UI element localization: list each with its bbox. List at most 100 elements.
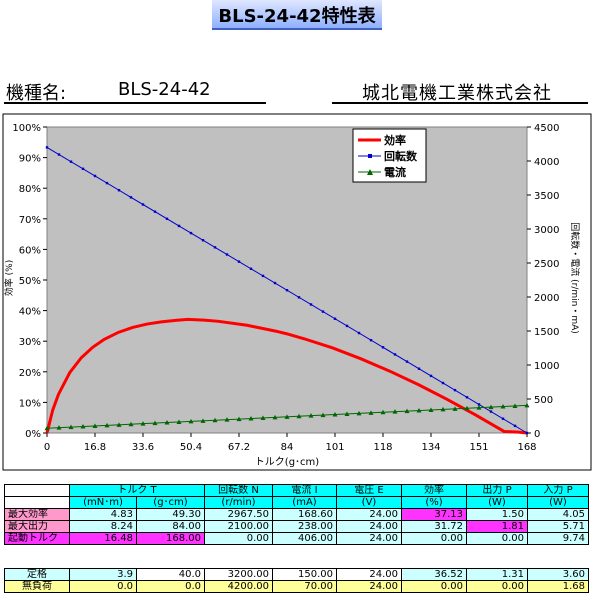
current-marker — [188, 418, 194, 424]
row-label-max-efficiency: 最大効率 — [4, 508, 70, 521]
speed-marker — [345, 324, 349, 328]
page-title-box: BLS-24-42特性表 — [0, 0, 594, 30]
unit-blank — [4, 496, 70, 509]
header-voltage: 電圧 E — [336, 484, 402, 497]
current-marker — [500, 404, 506, 409]
table-cell: 0.00 — [466, 580, 528, 593]
table-cell: 4200.00 — [204, 580, 273, 593]
current-marker — [512, 403, 518, 408]
table-unit-row: (mN･m) (g･cm) (r/min) (mA) (V) (%) (W) (… — [4, 496, 589, 509]
speed-marker — [429, 374, 433, 378]
plot-area — [46, 126, 528, 434]
speed-marker — [81, 167, 85, 171]
company-underline — [332, 102, 588, 104]
unit-cell: (%) — [401, 496, 467, 509]
table-cell: 24.00 — [336, 532, 402, 545]
table-cell: 5.71 — [527, 520, 589, 533]
table-cell: 31.72 — [401, 520, 467, 533]
current-marker — [464, 405, 470, 411]
current-marker — [440, 406, 446, 412]
y-right-axis-title: 回転数・電流 (r/min・mA) — [569, 222, 581, 334]
current-marker — [80, 424, 86, 429]
table-cell: 40.0 — [136, 568, 205, 581]
y-left-tick-label: 10% — [19, 398, 41, 409]
table-cell: 0.00 — [466, 532, 528, 545]
unit-cell: (r/min) — [204, 496, 273, 509]
y-left-tick-label: 100% — [12, 123, 41, 134]
speed-marker — [249, 267, 253, 270]
y-right-tick-label: 500 — [534, 395, 553, 406]
speed-marker — [453, 388, 457, 392]
speed-marker — [129, 196, 133, 199]
y-right-tick-label: 2500 — [534, 259, 559, 270]
table-cell: 1.31 — [466, 568, 528, 581]
y-left-tick-label: 90% — [19, 154, 41, 165]
table-cell: 9.74 — [527, 532, 589, 545]
table-cell: 0.00 — [401, 580, 467, 593]
x-tick-label: 84 — [281, 442, 294, 453]
current-marker — [56, 425, 62, 430]
speed-marker — [141, 203, 145, 206]
speed-marker — [513, 424, 517, 428]
header-torque: トルク T — [69, 484, 205, 497]
highlight-cell: 16.48 — [69, 532, 137, 545]
table-cell: 84.00 — [136, 520, 205, 533]
current-marker — [164, 420, 170, 425]
speed-marker — [273, 281, 277, 285]
y-right-tick-label: 4500 — [534, 123, 559, 134]
y-right-tick-label: 4000 — [534, 157, 559, 168]
x-axis-title: トルク(g･cm) — [255, 456, 319, 468]
row-label-max-output: 最大出力 — [4, 520, 70, 533]
current-marker — [428, 407, 434, 412]
current-marker — [488, 404, 494, 410]
current-marker — [116, 422, 122, 427]
unit-cell: (W) — [527, 496, 589, 509]
legend-label: 回転数 — [384, 149, 418, 163]
table-row: 最大出力 8.24 84.00 2100.00 238.00 24.00 31.… — [4, 520, 589, 533]
speed-marker — [393, 353, 397, 356]
speed-marker — [165, 217, 169, 220]
speed-marker — [309, 303, 313, 306]
company-name: 城北電機工業株式会社 — [362, 83, 552, 104]
y-left-tick-label: 60% — [19, 245, 41, 256]
x-tick-label: 67.2 — [228, 442, 250, 453]
row-label-rated: 定格 — [4, 568, 70, 581]
model-underline — [4, 102, 266, 104]
speed-marker — [117, 189, 121, 192]
header-current: 電流 I — [272, 484, 337, 497]
current-marker — [308, 413, 314, 418]
speed-marker — [213, 246, 217, 249]
x-tick-label: 33.6 — [132, 442, 154, 453]
current-marker — [176, 419, 182, 424]
speed-marker — [201, 239, 205, 242]
highlight-cell: 37.13 — [401, 508, 467, 521]
y-left-tick-label: 20% — [19, 368, 41, 379]
rated-table: 定格 3.9 40.0 3200.00 150.00 24.00 36.52 1… — [4, 568, 589, 593]
table-cell: 2100.00 — [204, 520, 273, 533]
table-row: 定格 3.9 40.0 3200.00 150.00 24.00 36.52 1… — [4, 568, 589, 581]
current-marker — [344, 411, 350, 416]
current-marker — [380, 409, 386, 415]
current-marker — [92, 423, 98, 428]
speed-marker — [357, 331, 361, 335]
speed-marker — [297, 296, 301, 299]
y-left-tick-label: 30% — [19, 337, 41, 348]
legend-label: 電流 — [384, 165, 406, 179]
table-header-row: トルク T 回転数 N 電流 I 電圧 E 効率 出力 P 入力 P — [4, 484, 589, 497]
speed-marker — [405, 360, 409, 363]
highlight-cell: 1.81 — [466, 520, 528, 533]
current-marker — [284, 414, 290, 419]
header-input: 入力 P — [527, 484, 589, 497]
y-left-axis-title: 効率 (%) — [3, 260, 15, 296]
x-tick-label: 168 — [517, 442, 536, 453]
speed-marker — [93, 174, 97, 178]
y-right-tick-label: 0 — [534, 429, 540, 440]
current-marker — [320, 412, 326, 418]
current-marker — [416, 408, 422, 413]
current-marker — [260, 415, 266, 420]
table-row: 起動トルク 16.48 168.00 0.00 406.00 24.00 0.0… — [4, 532, 589, 545]
table-cell: 4.05 — [527, 508, 589, 521]
x-tick-label: 118 — [373, 442, 392, 453]
current-marker — [356, 410, 362, 416]
speed-marker — [237, 260, 241, 263]
